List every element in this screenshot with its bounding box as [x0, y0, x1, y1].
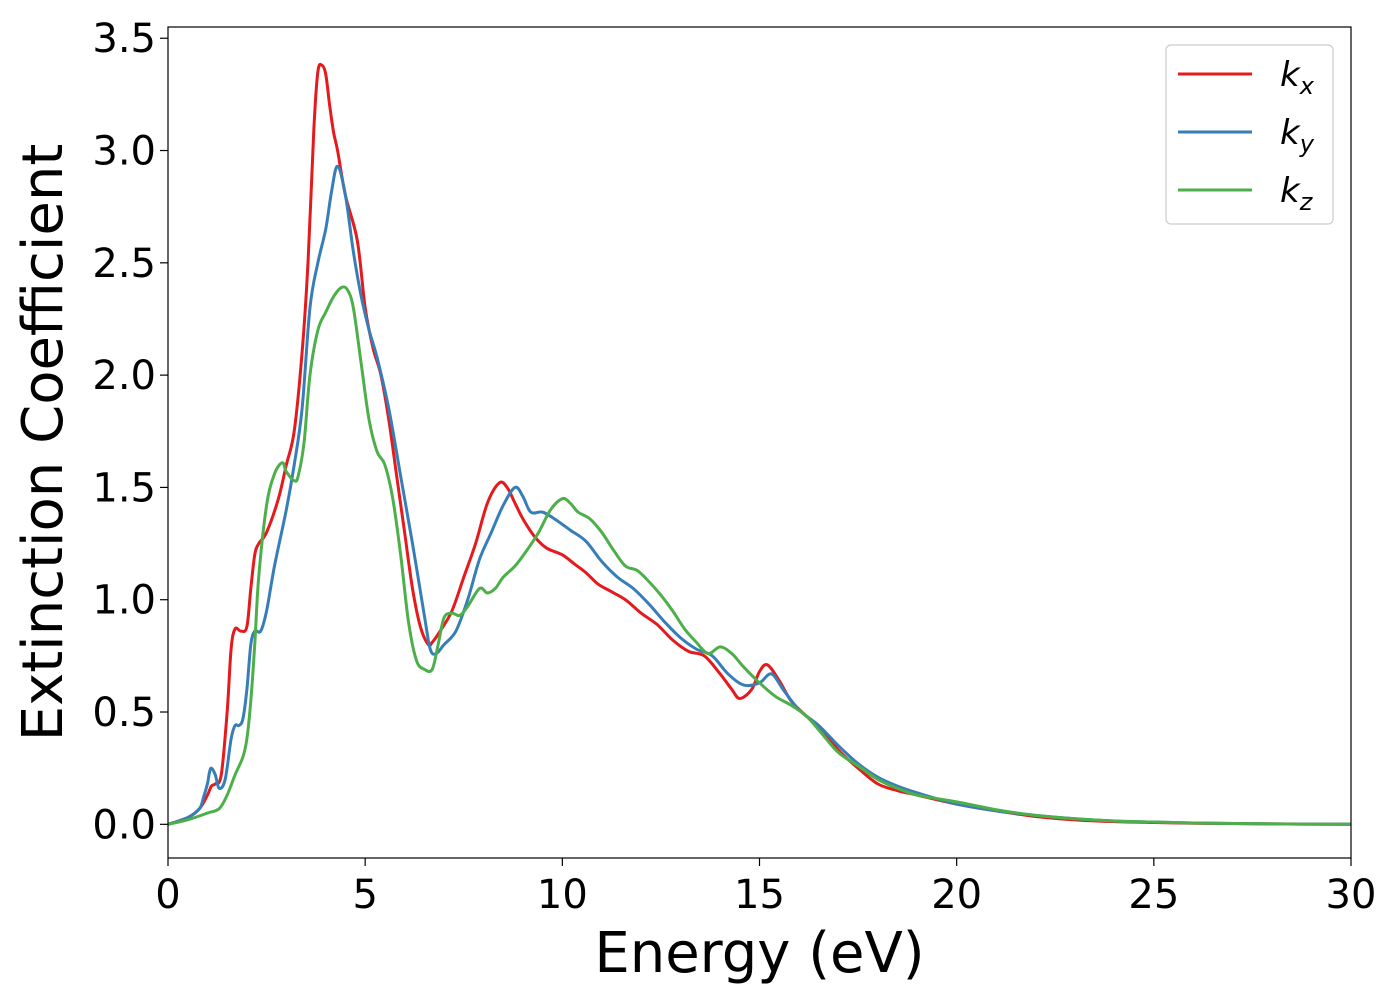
- legend-label-y: ky: [1280, 113, 1315, 158]
- x-tick-label: 20: [931, 872, 982, 918]
- x-tick-label: 30: [1326, 872, 1377, 918]
- series-line-y: [168, 164, 1351, 826]
- legend-label-z: kz: [1280, 171, 1314, 216]
- legend-label-x: kx: [1280, 55, 1315, 100]
- y-tick-label: 3.5: [92, 16, 156, 62]
- y-tick-label: 2.5: [92, 241, 156, 287]
- legend: kx ky kz: [1165, 44, 1334, 225]
- legend-box: [1165, 44, 1334, 225]
- y-tick-label: 1.5: [92, 465, 156, 511]
- x-tick-label: 15: [734, 872, 785, 918]
- y-axis-label: Extinction Coefficient: [11, 144, 76, 742]
- y-tick-label: 2.0: [92, 353, 156, 399]
- x-tick-label: 25: [1128, 872, 1179, 918]
- x-tick-label: 0: [155, 872, 180, 918]
- y-axis: 0.0 0.5 1.0 1.5 2.0 2.5 3.0 3.5: [92, 16, 168, 848]
- y-tick-label: 1.0: [92, 578, 156, 624]
- series-line-z: [168, 285, 1351, 826]
- y-tick-label: 3.0: [92, 129, 156, 175]
- y-tick-label: 0.0: [92, 802, 156, 848]
- x-tick-label: 5: [352, 872, 377, 918]
- series-layer: [168, 62, 1351, 826]
- x-axis: 0 5 10 15 20 25 30: [155, 858, 1376, 918]
- y-tick-label: 0.5: [92, 690, 156, 736]
- x-tick-label: 10: [537, 872, 588, 918]
- x-axis-label: Energy (eV): [594, 921, 924, 986]
